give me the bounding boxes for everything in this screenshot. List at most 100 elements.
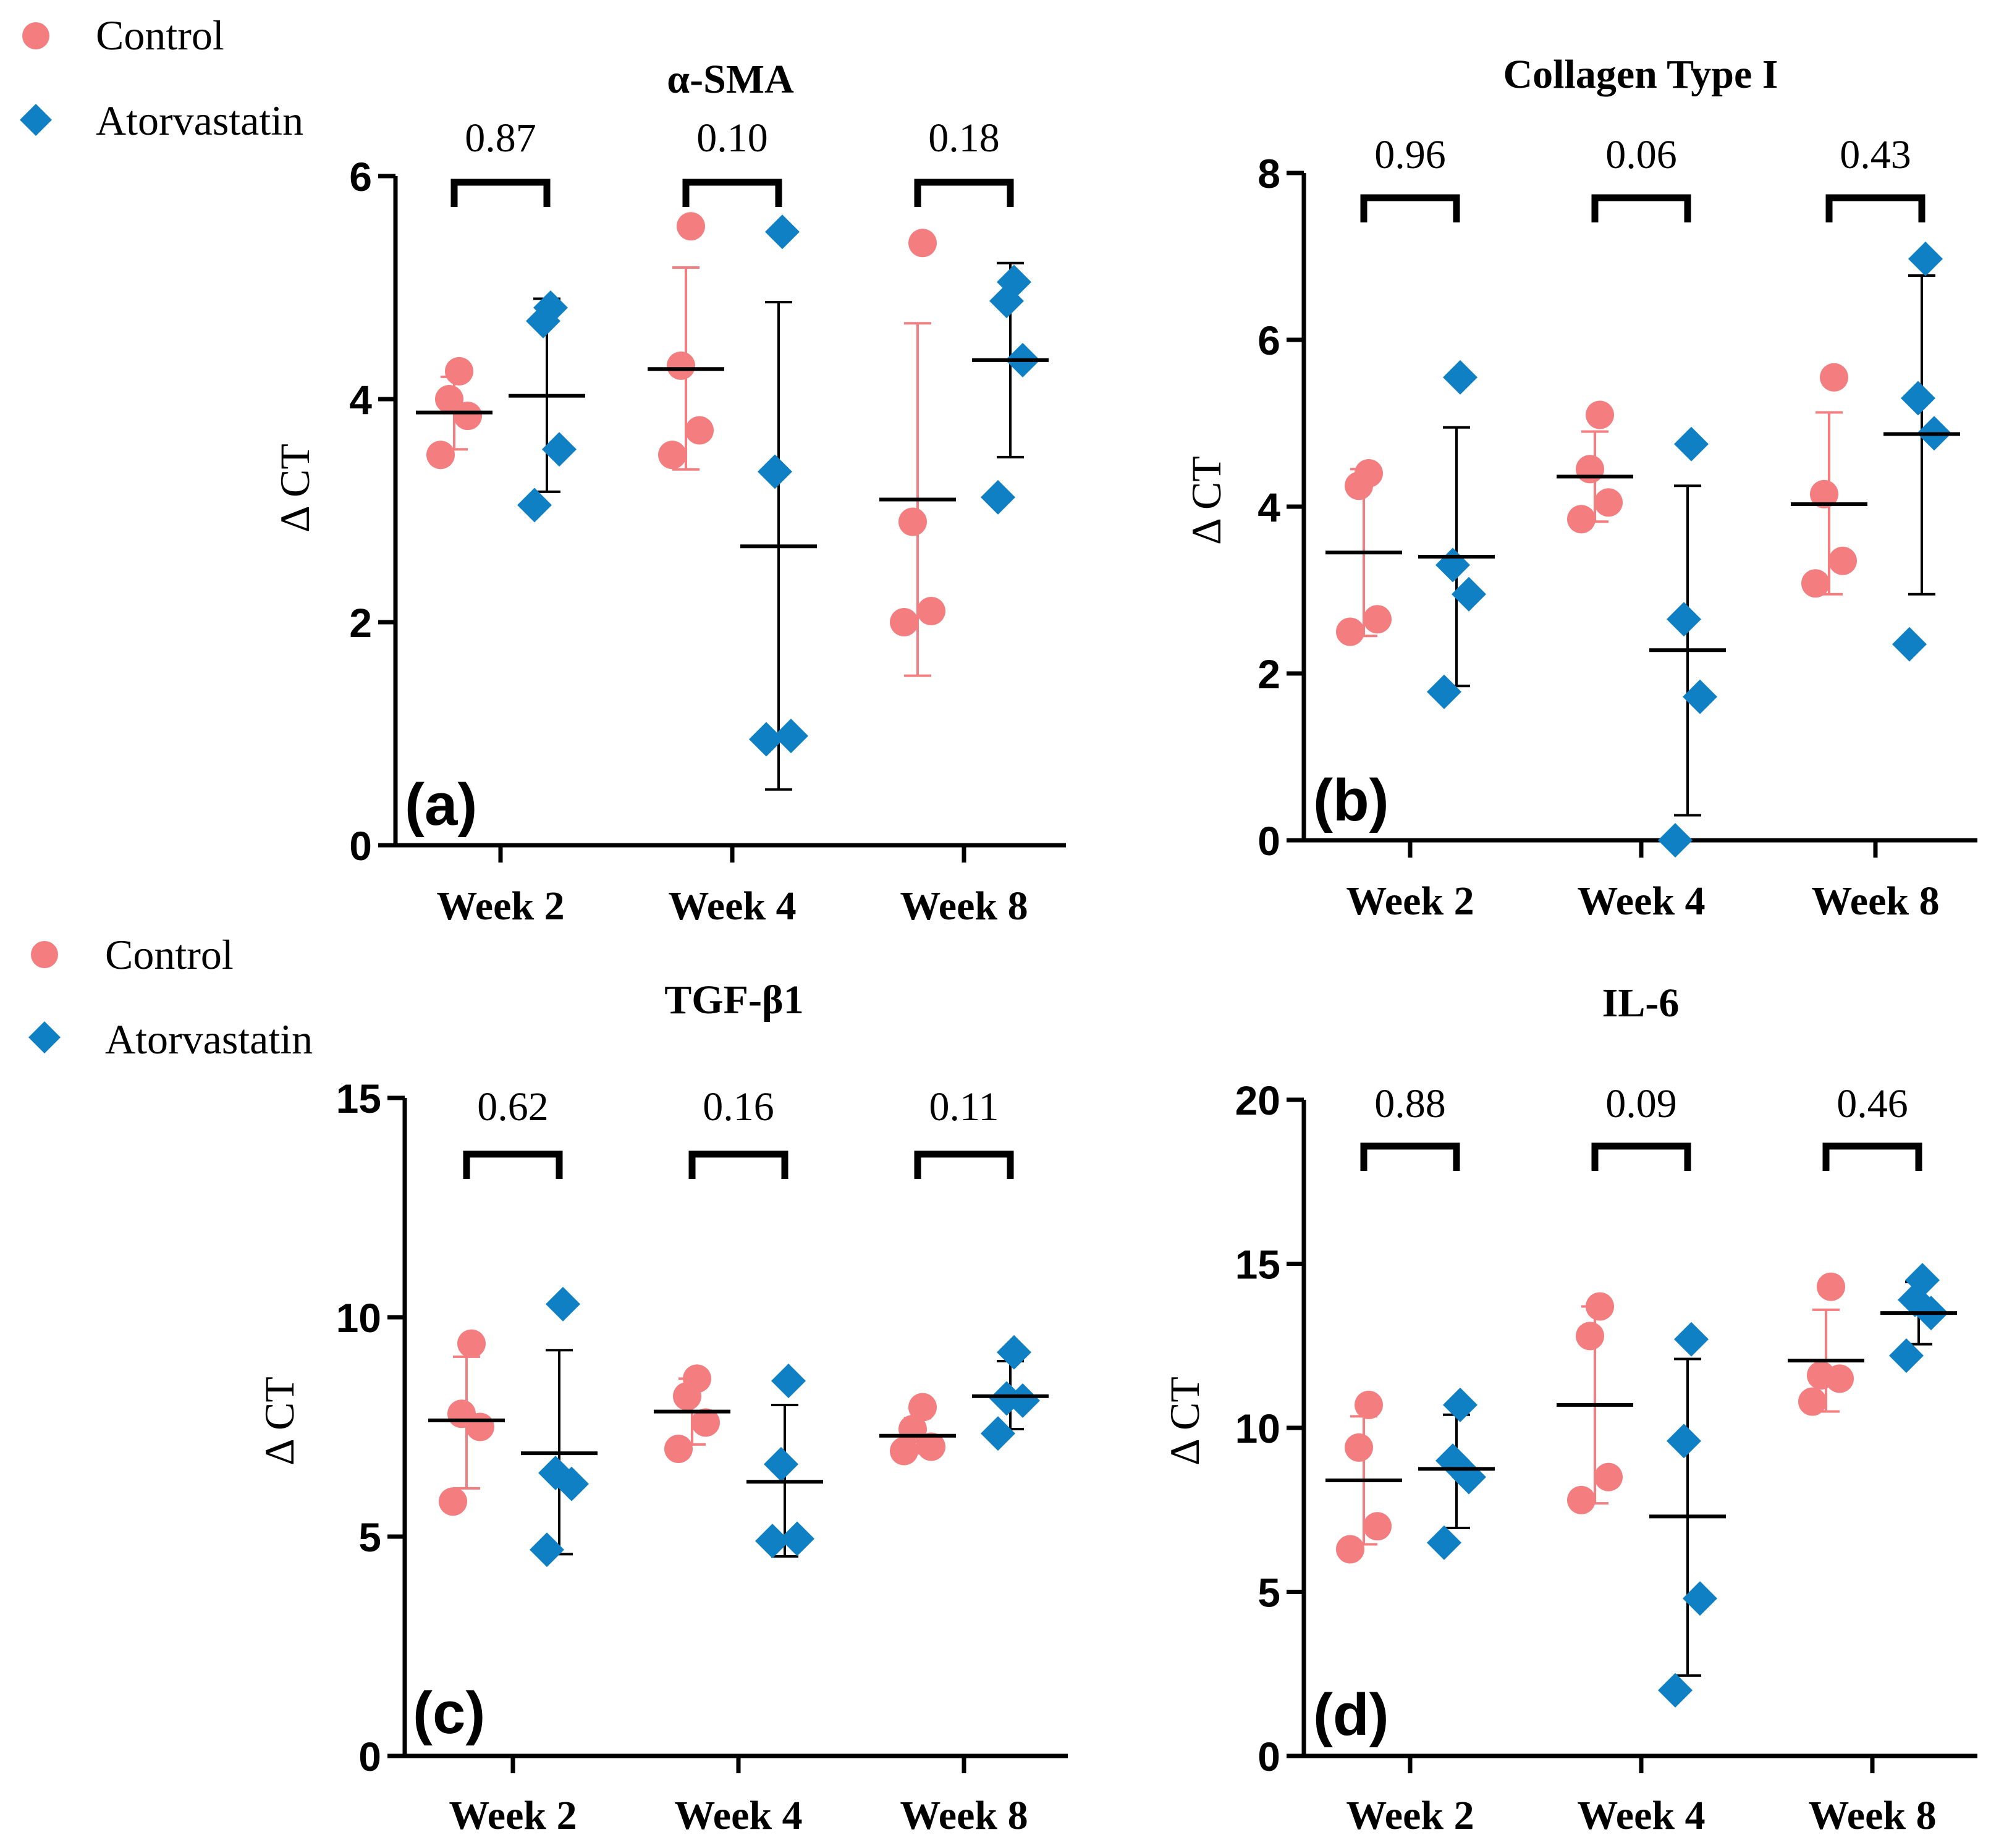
legend-middle: Control Atorvastatin xyxy=(28,931,313,1063)
data-point-control xyxy=(1594,488,1623,517)
data-point-atorvastatin xyxy=(774,719,808,754)
data-point-control xyxy=(1576,1322,1604,1351)
y-tick-label: 10 xyxy=(336,1295,381,1341)
data-point-atorvastatin xyxy=(1435,547,1470,583)
data-point-control xyxy=(691,1408,720,1437)
chart-title: Collagen Type I xyxy=(1503,52,1778,97)
data-point-control xyxy=(1828,546,1857,575)
panel-label: (a) xyxy=(405,772,477,838)
legend-marker-control xyxy=(22,22,49,49)
significance-bracket xyxy=(682,179,782,207)
data-point-control xyxy=(1801,569,1830,598)
x-tick-label: Week 4 xyxy=(668,884,796,929)
legend-label-control: Control xyxy=(105,931,234,978)
y-tick-label: 0 xyxy=(1258,1734,1280,1779)
data-point-control xyxy=(445,357,473,386)
data-point-control xyxy=(1363,1512,1392,1541)
data-point-atorvastatin xyxy=(542,432,577,467)
data-point-atorvastatin xyxy=(1683,1581,1717,1616)
data-point-atorvastatin xyxy=(1443,360,1477,395)
panel-d-il-6: IL-6 Δ CT (d) 0 5 10 15 20 Week 2 0.88 Week 4 0.… xyxy=(1161,981,1977,1838)
data-point-control xyxy=(890,1437,918,1466)
data-point-atorvastatin xyxy=(997,264,1031,300)
significance-bracket xyxy=(1360,1142,1460,1171)
panel-label: (c) xyxy=(413,1680,485,1746)
data-point-control xyxy=(1810,479,1838,508)
y-tick-label: 4 xyxy=(1258,484,1280,530)
data-point-atorvastatin xyxy=(989,1381,1024,1416)
y-tick-label: 0 xyxy=(349,823,372,869)
chart-title: IL-6 xyxy=(1602,981,1680,1026)
significance-bracket xyxy=(914,1150,1014,1179)
data-point-atorvastatin xyxy=(981,1416,1015,1451)
p-value-label: 0.18 xyxy=(928,116,1000,161)
data-point-control xyxy=(890,608,918,636)
data-point-atorvastatin xyxy=(1667,1424,1701,1459)
y-tick-label: 2 xyxy=(349,600,372,646)
data-point-control xyxy=(1355,1390,1383,1419)
significance-bracket xyxy=(1825,194,1925,222)
data-point-atorvastatin xyxy=(517,487,552,523)
data-point-atorvastatin xyxy=(1683,679,1717,714)
data-point-atorvastatin xyxy=(1908,242,1943,277)
y-tick-label: 15 xyxy=(336,1076,381,1121)
data-point-control xyxy=(1345,1433,1373,1462)
legend-label-atorvastatin: Atorvastatin xyxy=(105,1016,313,1063)
x-tick-label: Week 8 xyxy=(1811,879,1939,924)
y-tick-label: 2 xyxy=(1258,651,1280,697)
data-point-control xyxy=(1594,1462,1623,1491)
data-point-control xyxy=(1336,1535,1364,1564)
data-point-atorvastatin xyxy=(780,1521,814,1556)
x-tick-label: Week 2 xyxy=(436,884,564,929)
data-point-control xyxy=(908,229,937,258)
data-point-control xyxy=(1820,363,1848,392)
y-tick-label: 6 xyxy=(1258,318,1280,363)
p-value-label: 0.88 xyxy=(1374,1081,1446,1126)
data-point-control xyxy=(457,1329,486,1358)
panel-a-alpha-sma: α-SMA Δ CT (a) 0 2 4 6 Week 2 0.87 Week 4 0.10 W… xyxy=(271,57,1066,929)
y-tick-label: 0 xyxy=(358,1734,381,1779)
legend-top: Control Atorvastatin xyxy=(20,12,303,144)
data-point-control xyxy=(439,1487,467,1516)
y-axis-label: Δ CT xyxy=(256,1377,303,1466)
x-tick-label: Week 8 xyxy=(900,884,1028,929)
p-value-label: 0.16 xyxy=(703,1084,774,1129)
panel-c-tgf-beta1: TGF-β1 Δ CT (c) 0 5 10 15 Week 2 0.62 Week 4 0.… xyxy=(256,977,1068,1838)
significance-bracket xyxy=(463,1150,563,1179)
y-tick-label: 4 xyxy=(349,377,372,423)
data-point-atorvastatin xyxy=(764,1446,798,1482)
data-point-atorvastatin xyxy=(758,454,792,489)
panel-label: (d) xyxy=(1313,1682,1389,1748)
x-tick-label: Week 2 xyxy=(1346,1793,1474,1838)
data-point-atorvastatin xyxy=(1658,823,1693,858)
data-point-control xyxy=(683,1364,711,1393)
data-point-control xyxy=(908,1393,937,1422)
data-point-control xyxy=(1586,1292,1614,1321)
x-tick-label: Week 4 xyxy=(1577,879,1705,924)
data-point-atorvastatin xyxy=(755,1524,790,1559)
data-point-control xyxy=(667,351,695,380)
y-axis-label: Δ CT xyxy=(1183,456,1230,545)
data-point-atorvastatin xyxy=(1674,1322,1709,1357)
data-point-control xyxy=(664,1435,693,1463)
y-tick-label: 20 xyxy=(1235,1078,1280,1123)
data-point-atorvastatin xyxy=(1667,602,1701,637)
chart-title: TGF-β1 xyxy=(664,977,803,1023)
data-point-atorvastatin xyxy=(771,1363,806,1398)
data-point-atorvastatin xyxy=(981,479,1015,515)
p-value-label: 0.11 xyxy=(929,1084,999,1129)
legend-label-control: Control xyxy=(96,12,224,59)
data-point-atorvastatin xyxy=(533,290,568,325)
data-point-control xyxy=(685,416,714,445)
data-point-control xyxy=(1363,605,1392,634)
p-value-label: 0.06 xyxy=(1605,132,1677,177)
data-point-control xyxy=(435,385,463,413)
legend-label-atorvastatin: Atorvastatin xyxy=(96,97,303,144)
legend-marker-control xyxy=(31,941,58,968)
data-point-atorvastatin xyxy=(1905,1263,1940,1298)
p-value-label: 0.62 xyxy=(477,1084,549,1129)
legend-marker-atorvastatin xyxy=(20,104,52,136)
x-tick-label: Week 8 xyxy=(900,1793,1028,1838)
data-point-control xyxy=(1355,459,1383,487)
data-point-atorvastatin xyxy=(1889,1338,1924,1373)
